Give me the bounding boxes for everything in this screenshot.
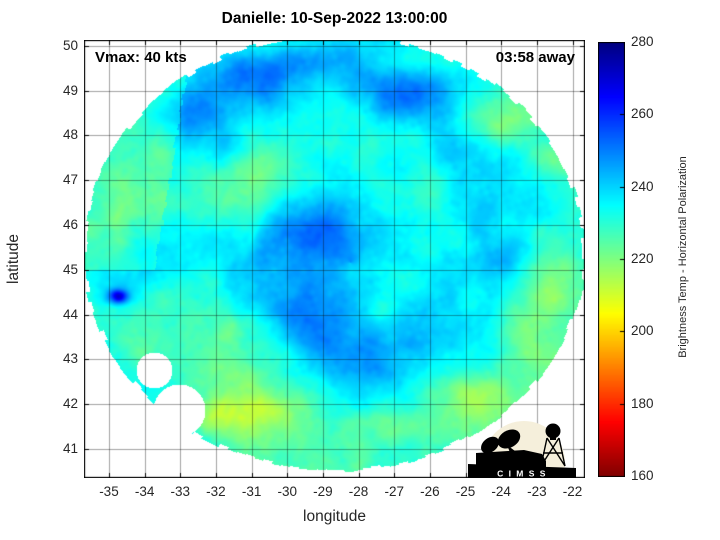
x-tick-label: -22 [562, 484, 583, 499]
y-tick-label: 44 [62, 306, 78, 322]
cimss-banner [468, 464, 576, 478]
x-tick-label: -26 [420, 484, 440, 499]
colorbar-tick-label: 260 [631, 106, 654, 122]
x-tick-label: -31 [241, 484, 262, 499]
colorbar-tick-label: 220 [631, 251, 654, 266]
x-tick-label: -24 [491, 484, 511, 499]
colorbar-tick-label: 160 [631, 468, 654, 483]
y-tick-label: 45 [62, 261, 78, 277]
water-tower-tank [545, 423, 561, 439]
x-tick-label: -23 [527, 484, 547, 499]
x-tick-label: -35 [99, 484, 119, 499]
cimss-logo: C I M S S [468, 421, 576, 479]
x-tick-label: -32 [206, 484, 226, 499]
cimss-banner-text: C I M S S [497, 469, 547, 479]
x-tick-label: -30 [277, 484, 297, 499]
y-tick-label: 47 [62, 172, 78, 188]
time-away-annotation: 03:58 away [495, 49, 575, 66]
water-tower-neck [550, 436, 556, 440]
x-tick-label: -28 [348, 484, 369, 499]
y-tick-label: 50 [62, 37, 78, 53]
colorbar-tick-label: 240 [631, 178, 654, 194]
y-tick-label: 43 [62, 351, 78, 367]
colorbar-gradient [598, 42, 625, 477]
colorbar-tick-label: 200 [631, 323, 654, 339]
x-tick-label: -27 [384, 484, 404, 499]
x-axis-label: longitude [303, 508, 366, 525]
rover-body [476, 450, 546, 468]
x-tick-label: -25 [455, 484, 476, 499]
x-tick-label: -33 [170, 484, 191, 499]
y-tick-label: 41 [62, 440, 78, 456]
y-axis-label: latitude [5, 234, 22, 284]
colorbar-tick-label: 280 [631, 34, 654, 49]
y-tick-label: 49 [62, 82, 78, 98]
plot-area: C I M S S Vmax: 40 kts 03:58 away [84, 40, 585, 478]
y-tick-label: 42 [62, 396, 78, 412]
x-tick-label: -34 [134, 484, 155, 499]
brightness-temp-heatmap [84, 40, 585, 478]
y-tick-label: 46 [62, 216, 78, 232]
colorbar-tick-label: 180 [631, 395, 654, 411]
figure-title: Danielle: 10-Sep-2022 13:00:00 [221, 10, 448, 27]
vmax-annotation: Vmax: 40 kts [95, 49, 187, 66]
satellite-dishes-icon [476, 429, 546, 468]
colorbar-label: Brightness Temp - Horizontal Polarizatio… [677, 156, 689, 358]
x-tick-label: -29 [313, 484, 333, 499]
y-tick-label: 48 [62, 127, 78, 143]
